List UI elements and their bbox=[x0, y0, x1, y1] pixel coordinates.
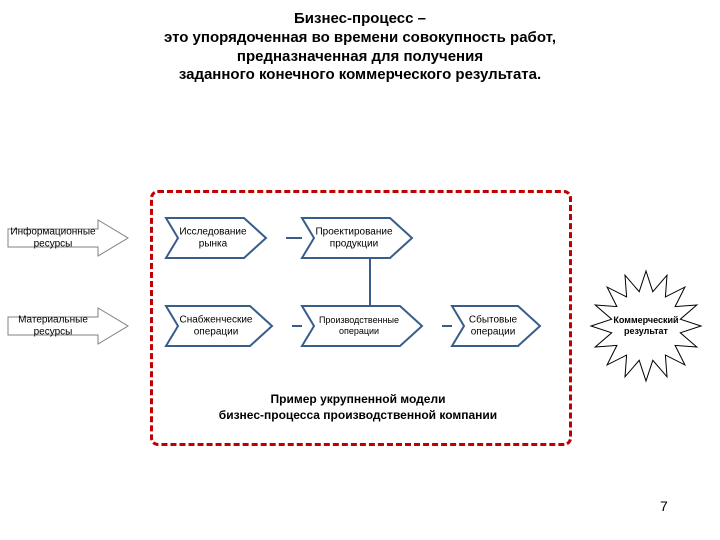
info-resources-label: ресурсы bbox=[34, 239, 73, 250]
starburst-label: Коммерческий bbox=[613, 315, 678, 325]
info-resources-label: Информационные bbox=[10, 226, 96, 238]
production-ops-label: операции bbox=[339, 326, 379, 336]
product-design-label: продукции bbox=[330, 239, 378, 250]
caption-line-1: Пример укрупненной модели bbox=[160, 392, 556, 408]
material-resources-label: Материальные bbox=[18, 315, 88, 326]
material-resources-label: ресурсы bbox=[34, 327, 73, 338]
page-number: 7 bbox=[660, 498, 668, 514]
diagram-svg: ИнформационныересурсыМатериальныересурсы… bbox=[0, 0, 720, 540]
supply-ops-label: Снабженческие bbox=[180, 314, 253, 326]
supply-ops-label: операции bbox=[194, 327, 239, 338]
sales-ops-label: Сбытовые bbox=[469, 314, 518, 326]
caption-block: Пример укрупненной модели бизнес-процесс… bbox=[160, 392, 556, 423]
product-design-label: Проектирование bbox=[315, 227, 393, 238]
caption-line-2: бизнес-процесса производственной компани… bbox=[160, 408, 556, 424]
market-research-label: Исследование bbox=[179, 227, 247, 238]
sales-ops-label: операции bbox=[471, 327, 516, 338]
starburst-label: результат bbox=[624, 326, 669, 336]
production-ops-label: Производственные bbox=[319, 315, 399, 325]
market-research-label: рынка bbox=[199, 239, 228, 250]
